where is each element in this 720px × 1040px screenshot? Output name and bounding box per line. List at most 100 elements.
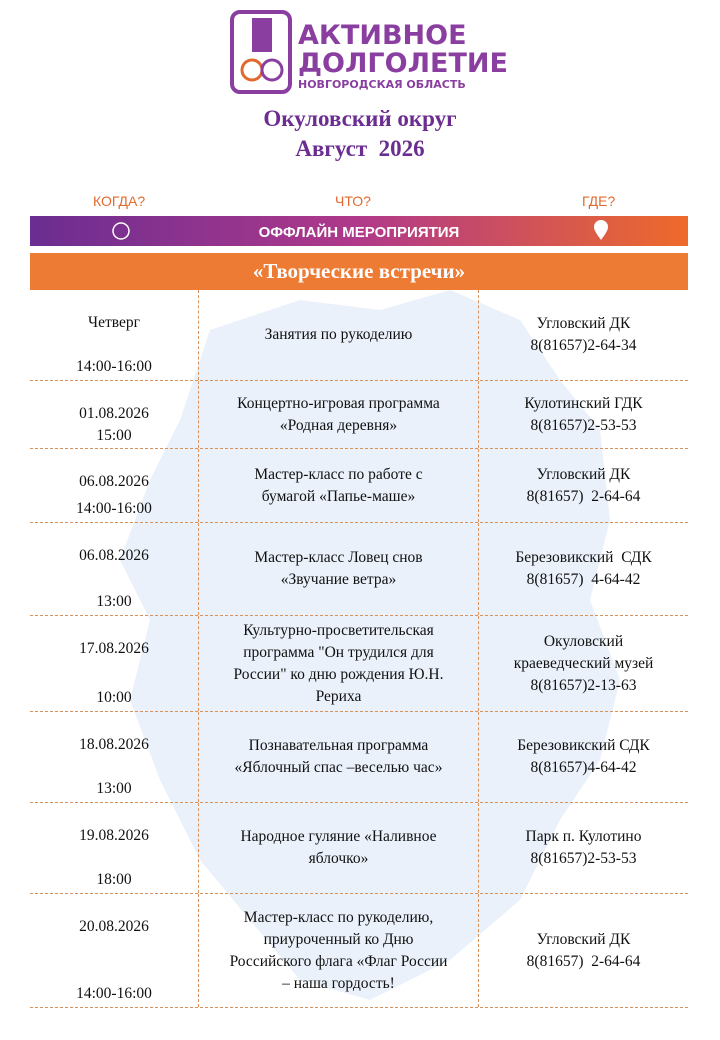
cell-text: 8(81657) 2-64-64 (526, 487, 641, 505)
logo-text: НОВГОРОДСКАЯ ОБЛАСТЬ (298, 78, 466, 91)
cell-text: Культурно-просветительская (243, 621, 434, 639)
table-cell: Мастер-класс по работе с бумагой «Папье-м… (198, 449, 479, 522)
table-cell: Угловский ДК 8(81657) 2-64-64 (479, 449, 688, 522)
cell-text: яблочко» (308, 850, 369, 867)
column-label: ГДЕ? (582, 193, 616, 209)
cell-text: Мастер-класс Ловец снов (254, 549, 423, 566)
table-cell: Народное гуляние «Наливное яблочко» (198, 803, 479, 893)
table-row: 19.08.2026 18:00 Народное гуляние «Наливно… (30, 803, 688, 894)
cell-text: 14:00-16:00 (76, 985, 152, 1002)
logo-text: АКТИВНОЕ (298, 20, 467, 51)
table-cell: 01.08.2026 15:00 (30, 381, 198, 448)
cell-text: Угловский ДК (536, 930, 631, 948)
table-cell: Концертно-игровая программа «Родная дерев… (198, 381, 479, 448)
table-cell: 17.08.2026 10:00 (30, 616, 198, 711)
table-cell: Березовикский СДК 8(81657)4-64-42 (479, 712, 688, 802)
table-cell: Кулотинский ГДК 8(81657)2-53-53 (479, 381, 688, 448)
cell-text: Угловский ДК (536, 315, 631, 332)
cell-text: Народное гуляние «Наливное (240, 828, 437, 845)
banner: ОФФЛАЙН МЕРОПРИЯТИЯ (258, 224, 460, 241)
cell-text: программа "Он трудился для (243, 643, 434, 661)
title: Окуловский округ (263, 106, 457, 131)
section-title: «Творческие встречи» (252, 259, 466, 283)
table-cell: 06.08.2026 14:00-16:00 (30, 449, 198, 522)
cell-text: 20.08.2026 (79, 918, 149, 935)
cell-text: 14:00-16:00 (76, 358, 152, 375)
cell-text: «Яблочный спас –веселью час» (234, 759, 443, 776)
cell-text: 8(81657) 2-64-64 (526, 952, 641, 970)
cell-text: 14:00-16:00 (76, 500, 152, 517)
column-label: ЧТО? (335, 193, 371, 209)
cell-text: – наша гордость! (282, 974, 395, 992)
pin-icon (594, 220, 608, 240)
banner-bar (30, 216, 688, 246)
cell-text: Концертно-игровая программа (237, 394, 440, 412)
table-row: 01.08.2026 15:00 Концертно-игровая програм… (30, 381, 688, 449)
cell-text: Березовикский СДК (517, 737, 650, 754)
cell-text: 8(81657) 4-64-42 (526, 571, 641, 588)
table-cell: Занятия по рукоделию (198, 290, 479, 380)
cell-text: 18.08.2026 (79, 736, 149, 753)
table-cell: Познавательная программа «Яблочный спас –… (198, 712, 479, 802)
table-cell: Угловский ДК 8(81657) 2-64-64 (479, 894, 688, 1007)
table-cell: 20.08.2026 14:00-16:00 (30, 894, 198, 1007)
cell-text: Познавательная программа (248, 737, 429, 754)
table-cell: Парк п. Кулотино 8(81657)2-53-53 (479, 803, 688, 893)
table-cell: Окуловский краеведческий музей 8(81657)2-1… (479, 616, 688, 711)
cell-text: 17.08.2026 (79, 640, 149, 657)
table-row: 18.08.2026 13:00 Познавательная программа «… (30, 712, 688, 803)
logo-icon (230, 10, 292, 94)
cell-text: «Родная деревня» (279, 416, 398, 434)
cell-text: 06.08.2026 (79, 473, 149, 490)
cell-text: Березовикский СДК (515, 549, 652, 566)
table-cell: Культурно-просветительская программа "Он … (198, 616, 479, 711)
table-row: 17.08.2026 10:00 Культурно-просветительска… (30, 616, 688, 712)
column-label: КОГДА? (93, 193, 146, 209)
clock-icon (112, 222, 130, 240)
subtitle: Август 2026 (295, 136, 425, 161)
cell-text: Мастер-класс по рукоделию, (243, 908, 434, 926)
cell-text: 01.08.2026 (79, 405, 149, 422)
table-cell: Березовикский СДК 8(81657) 4-64-42 (479, 523, 688, 615)
table-cell: Угловский ДК 8(81657)2-64-34 (479, 290, 688, 380)
cell-text: Кулотинский ГДК (524, 394, 643, 412)
cell-text: Мастер-класс по работе с (254, 465, 423, 483)
cell-text: Окуловский (543, 632, 624, 650)
cell-text: 13:00 (96, 780, 132, 797)
cell-text: России" ко дню рождения Ю.Н. (233, 665, 444, 683)
cell-text: 8(81657)2-53-53 (530, 850, 637, 867)
table-row: 20.08.2026 14:00-16:00 Мастер-класс по рук… (30, 894, 688, 1008)
table-cell: 06.08.2026 13:00 (30, 523, 198, 615)
cell-text: 8(81657)2-13-63 (530, 676, 637, 694)
cell-text: 06.08.2026 (79, 547, 149, 564)
cell-text: Парк п. Кулотино (525, 828, 642, 845)
map-shape (120, 290, 620, 1000)
cell-text: Четверг (88, 314, 140, 331)
table-cell: Четверг 14:00-16:00 (30, 290, 198, 380)
cell-text: приуроченный ко Дню (263, 930, 414, 948)
table-cell: 19.08.2026 18:00 (30, 803, 198, 893)
cell-text: 18:00 (96, 871, 132, 888)
cell-text: Угловский ДК (536, 465, 631, 483)
logo-text: ДОЛГОЛЕТИЕ (298, 48, 508, 79)
table-cell: 18.08.2026 13:00 (30, 712, 198, 802)
table-row: 06.08.2026 14:00-16:00 Мастер-класс по раб… (30, 449, 688, 523)
table-cell: Мастер-класс Ловец снов «Звучание ветра» (198, 523, 479, 615)
cell-text: 8(81657)2-64-34 (530, 337, 637, 354)
cell-text: 13:00 (96, 593, 132, 610)
cell-text: краеведческий музей (513, 654, 654, 672)
table-row: Четверг 14:00-16:00 Занятия по рукоделию Уг… (30, 290, 688, 381)
cell-text: 19.08.2026 (79, 827, 149, 844)
section-bar (30, 253, 688, 290)
cell-text: Рериха (315, 687, 362, 705)
cell-text: Российского флага «Флаг России (229, 952, 448, 970)
cell-text: 10:00 (96, 689, 132, 706)
cell-text: 8(81657)4-64-42 (530, 759, 637, 776)
cell-text: 15:00 (96, 427, 132, 444)
table-row: 06.08.2026 13:00 Мастер-класс Ловец снов «З… (30, 523, 688, 616)
cell-text: бумагой «Папье-маше» (261, 487, 416, 505)
cell-text: 8(81657)2-53-53 (530, 416, 637, 434)
cell-text: «Звучание ветра» (280, 571, 397, 588)
